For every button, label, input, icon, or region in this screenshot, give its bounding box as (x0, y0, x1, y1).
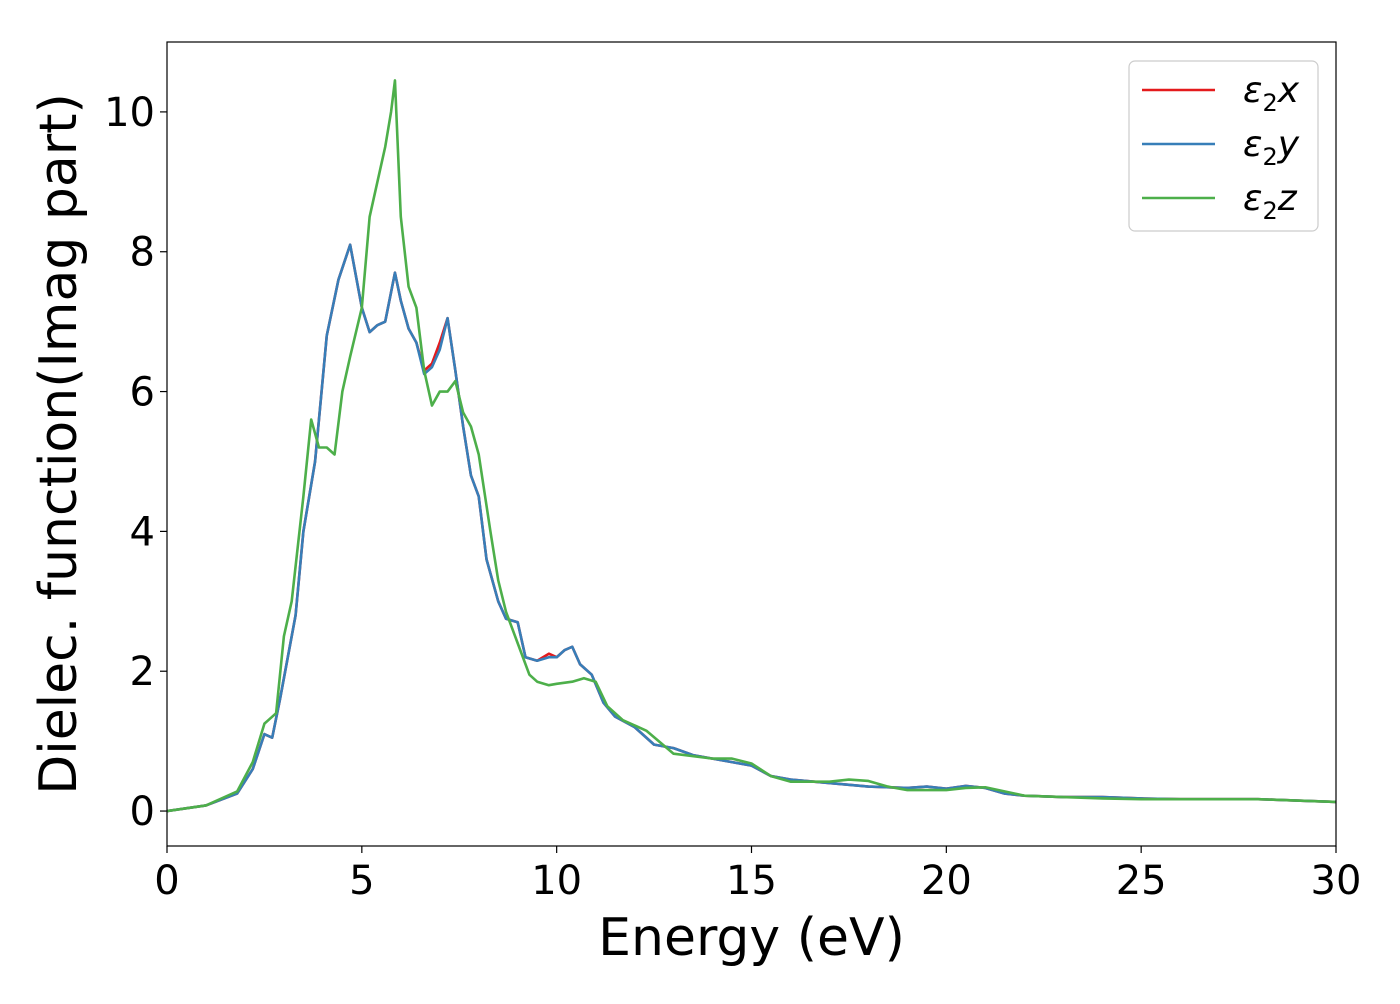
ticks-layer: 0 5 10 15 20 25 30 0 2 4 6 8 10 (104, 90, 1361, 904)
x-tick-label: 0 (154, 858, 179, 904)
legend-label-0: ε2x (1243, 70, 1300, 117)
legend-label-2: ε2z (1243, 178, 1298, 225)
x-tick-label: 15 (726, 858, 777, 904)
x-tick-label: 20 (921, 858, 972, 904)
legend-box (1128, 60, 1319, 232)
y-tick-label: 6 (130, 370, 155, 416)
series-layer (167, 79, 1336, 813)
series-line-1 (167, 243, 1336, 813)
x-axis-label: Energy (eV) (598, 908, 905, 968)
y-axis-label: Dielec. function(Imag part) (29, 93, 89, 795)
y-tick-label: 4 (130, 509, 155, 555)
x-tick-label: 10 (531, 858, 582, 904)
series-line-2 (167, 79, 1336, 813)
x-tick-label: 25 (1116, 858, 1167, 904)
y-tick-label: 0 (130, 789, 155, 835)
legend: ε2x ε2y ε2z (1128, 60, 1319, 232)
legend-label-1: ε2y (1243, 124, 1300, 171)
x-tick-label: 5 (349, 858, 374, 904)
y-tick-label: 10 (104, 90, 155, 136)
series-line-0 (167, 243, 1336, 813)
x-tick-label: 30 (1311, 858, 1362, 904)
y-tick-label: 2 (130, 649, 155, 695)
y-tick-label: 8 (130, 230, 155, 276)
